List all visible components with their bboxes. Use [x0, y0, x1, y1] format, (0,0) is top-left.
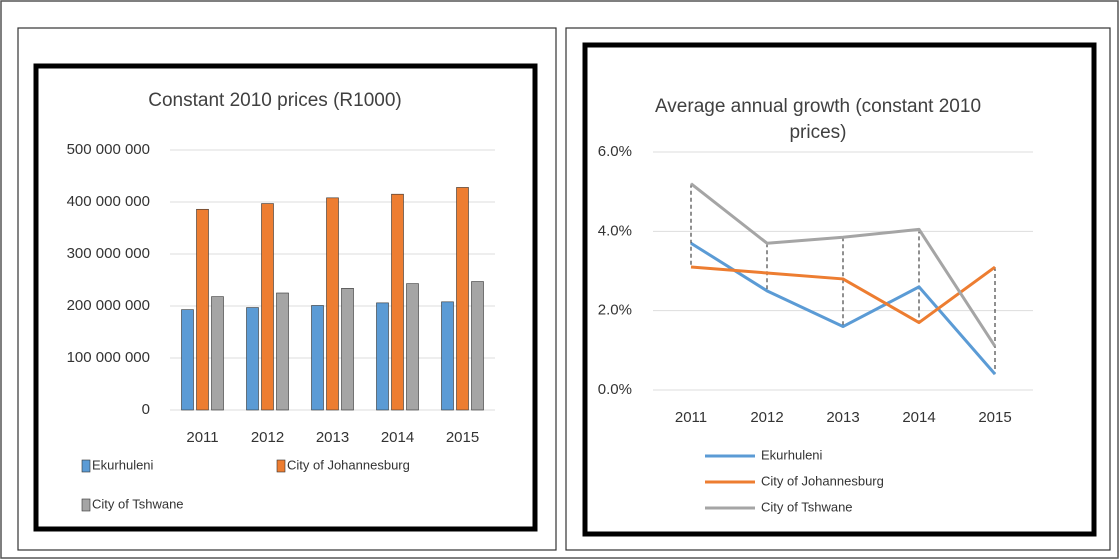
bar	[391, 193, 404, 411]
y-tick-label: 500 000 000	[67, 141, 150, 158]
chart-frame	[582, 42, 1097, 537]
legend-label: City of Johannesburg	[287, 457, 410, 472]
bar	[376, 302, 389, 411]
legend-label: City of Tshwane	[761, 499, 853, 514]
bar	[341, 288, 354, 411]
y-tick-label: 4.0%	[598, 222, 632, 239]
y-tick-label: 100 000 000	[67, 349, 150, 366]
chart-title: Constant 2010 prices (R1000)	[148, 90, 402, 111]
bar	[406, 283, 419, 411]
bar	[456, 187, 469, 411]
y-tick-label: 300 000 000	[67, 245, 150, 262]
legend-swatch	[276, 459, 286, 473]
x-tick-label: 2011	[186, 429, 218, 446]
chart-frame	[33, 63, 538, 532]
legend-label: City of Tshwane	[92, 496, 184, 511]
x-tick-label: 2013	[826, 409, 859, 426]
bar	[181, 309, 194, 411]
y-tick-label: 200 000 000	[67, 297, 150, 314]
bar	[326, 197, 339, 411]
bar	[471, 281, 484, 411]
x-tick-label: 2015	[978, 409, 1011, 426]
bar	[311, 305, 324, 411]
bar	[246, 307, 259, 411]
bar	[441, 301, 454, 411]
line-series	[690, 182, 997, 348]
x-tick-label: 2012	[750, 409, 783, 426]
x-tick-label: 2013	[316, 429, 349, 446]
legend-label: City of Johannesburg	[761, 473, 884, 488]
line-series	[690, 265, 996, 325]
bar	[276, 292, 289, 411]
x-tick-label: 2012	[251, 429, 284, 446]
panel-frame	[565, 27, 1111, 551]
bar	[196, 208, 209, 411]
bar	[211, 296, 224, 411]
y-tick-label: 0.0%	[598, 381, 632, 398]
legend-swatch	[81, 459, 91, 473]
x-tick-label: 2014	[381, 429, 414, 446]
x-tick-label: 2011	[675, 409, 707, 426]
line-series	[690, 241, 997, 376]
bar	[261, 203, 274, 411]
y-tick-label: 0	[142, 401, 150, 418]
y-tick-label: 400 000 000	[67, 193, 150, 210]
chart-title: Average annual growth (constant 2010 pri…	[654, 96, 982, 143]
y-tick-label: 6.0%	[598, 143, 632, 160]
legend-label: Ekurhuleni	[761, 447, 823, 462]
legend-label: Ekurhuleni	[92, 457, 154, 472]
x-tick-label: 2014	[902, 409, 935, 426]
legend-swatch	[81, 498, 91, 512]
panel-frame	[17, 27, 557, 551]
y-tick-label: 2.0%	[598, 302, 632, 319]
x-tick-label: 2015	[446, 429, 479, 446]
